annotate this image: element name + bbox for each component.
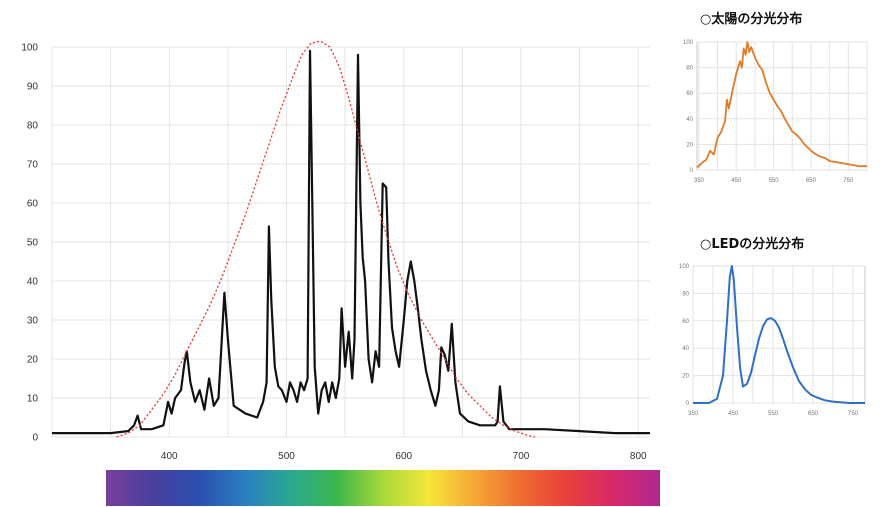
led-inset-title: ○LEDの分光分布	[700, 236, 804, 252]
chart-1-series-0	[696, 41, 867, 169]
chart-2-frame	[692, 265, 866, 404]
chart-1-x-tick-label: 650	[806, 178, 817, 184]
chart-2-x-tick-label: 450	[728, 411, 739, 417]
chart-2-y-tick-label: 0	[686, 401, 690, 407]
chart-1-y-tick-label: 40	[686, 117, 693, 123]
chart-0-y-tick-label: 60	[27, 199, 39, 210]
chart-0-series-1	[116, 40, 536, 438]
chart-1-x-tick-label: 450	[731, 178, 742, 184]
chart-0-y-tick-label: 20	[27, 355, 39, 366]
chart-0-y-tick-label: 70	[27, 160, 39, 171]
chart-2-x-tick-label: 350	[688, 411, 699, 417]
chart-0-y-tick-label: 40	[27, 277, 39, 288]
chart-1-y-tick-label: 80	[686, 66, 693, 72]
chart-2-x-tick-label: 550	[768, 411, 779, 417]
chart-1-frame	[696, 41, 868, 171]
chart-0-y-tick-label: 10	[27, 394, 39, 405]
led-inset-chart: 0 20 40 60 80 100 350 450 550 650 750	[679, 264, 866, 417]
main-chart-grid	[51, 46, 650, 438]
chart-0-y-tick-label: 100	[21, 43, 38, 54]
chart-1-x-tick-label: 550	[769, 178, 780, 184]
main-y-tick-labels: 0 10 20 30 40 50 60 70 80 90 100	[21, 43, 38, 444]
chart-0-x-tick-label: 700	[513, 451, 530, 462]
chart-0-y-tick-label: 80	[27, 121, 39, 132]
chart-0-y-tick-label: 50	[27, 238, 39, 249]
chart-2-y-tick-label: 100	[679, 264, 690, 270]
chart-0-series-0	[52, 49, 650, 435]
chart-2-y-tick-label: 40	[682, 346, 689, 352]
chart-1-y-tick-label: 0	[690, 168, 694, 174]
chart-2-y-tick-label: 60	[682, 319, 689, 325]
chart-2-x-tick-label: 750	[848, 411, 859, 417]
chart-2-x-tick-label: 650	[808, 411, 819, 417]
chart-2-y-tick-label: 80	[682, 291, 689, 297]
main-chart-series	[52, 40, 650, 438]
chart-0-y-tick-label: 30	[27, 316, 39, 327]
chart-1-x-tick-label: 350	[694, 178, 705, 184]
visible-spectrum-bar	[106, 470, 660, 506]
sun-inset-chart: 0 20 40 60 80 100 350 450 550 650 750	[683, 40, 868, 184]
chart-0-y-tick-label: 90	[27, 82, 39, 93]
chart-0-x-tick-label: 800	[630, 451, 647, 462]
chart-0-x-tick-label: 400	[161, 451, 178, 462]
main-x-tick-labels: 400 500 600 700 800	[161, 451, 647, 462]
chart-1-y-tick-label: 100	[683, 40, 694, 46]
sun-inset-title: ○太陽の分光分布	[700, 11, 802, 27]
chart-0-x-tick-label: 500	[278, 451, 295, 462]
chart-1-y-tick-label: 60	[686, 91, 693, 97]
chart-1-x-tick-label: 750	[843, 178, 854, 184]
chart-2-y-tick-label: 20	[682, 374, 689, 380]
chart-1-y-tick-label: 20	[686, 142, 693, 148]
chart-2-series-0	[693, 265, 865, 404]
chart-0-x-tick-label: 600	[395, 451, 412, 462]
chart-0-y-tick-label: 0	[32, 433, 38, 444]
